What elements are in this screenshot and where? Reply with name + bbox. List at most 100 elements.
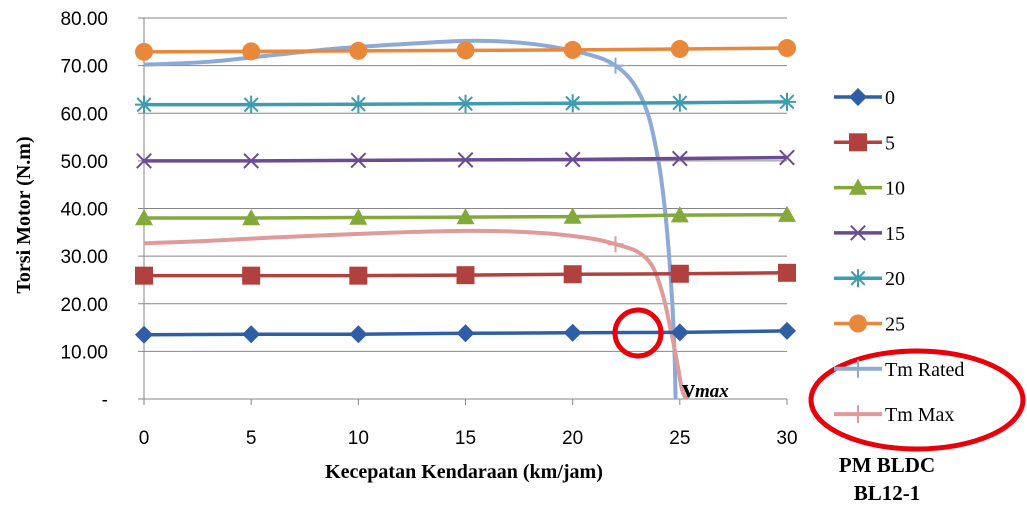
- data-point: [242, 95, 261, 114]
- legend-label: 0: [885, 87, 895, 109]
- x-tick-label: 10: [348, 428, 369, 449]
- data-point: [135, 95, 153, 114]
- highlight-circle: [612, 307, 664, 359]
- data-point: [778, 205, 796, 222]
- x-tick-label: 5: [246, 428, 257, 449]
- y-tick-label: 40.00: [60, 200, 108, 221]
- legend-label: 15: [885, 223, 905, 245]
- series-15: [136, 149, 795, 169]
- data-point: [456, 94, 475, 113]
- legend-label: Tm Max: [885, 404, 954, 426]
- data-point: [350, 152, 367, 169]
- data-point: [670, 93, 689, 112]
- data-point: [136, 152, 152, 169]
- caption-line-2: BL12-1: [854, 481, 921, 505]
- y-axis-title: Torsi Motor (N.m): [13, 136, 35, 293]
- vmax-sub: max: [695, 381, 729, 402]
- legend-label: Tm Rated: [885, 359, 964, 381]
- x-tick-labels: 0 5 10 15 20 25 30: [139, 428, 798, 449]
- data-point: [456, 266, 475, 285]
- legend-item-10: 10: [834, 178, 905, 200]
- data-point: [242, 266, 261, 285]
- data-point: [563, 40, 582, 59]
- legend-item-5: 5: [834, 132, 895, 154]
- data-point: [850, 224, 866, 241]
- data-point: [849, 405, 867, 424]
- legend-item-tm-rated: Tm Rated: [834, 359, 964, 381]
- y-tick-label: -: [102, 390, 108, 411]
- x-tick-label: 0: [139, 428, 150, 449]
- vmax-main: v: [682, 374, 695, 403]
- data-point: [242, 209, 261, 226]
- data-point: [849, 88, 867, 106]
- data-point: [670, 323, 689, 342]
- y-tick-labels: - 10.00 20.00 30.00 40.00 50.00 60.00 70.00 80.0…: [60, 9, 108, 411]
- data-point: [456, 41, 475, 60]
- data-point: [457, 152, 474, 168]
- curve-tm-max: [143, 228, 689, 400]
- y-tick-label: 50.00: [60, 152, 108, 173]
- legend-label: 5: [885, 132, 895, 154]
- data-point: [349, 95, 368, 114]
- data-point: [349, 208, 368, 225]
- y-tick-label: 60.00: [60, 104, 108, 125]
- data-point: [849, 314, 867, 333]
- data-point: [564, 151, 581, 168]
- data-point: [670, 39, 689, 58]
- data-point: [671, 150, 688, 167]
- data-series: [135, 39, 796, 344]
- legend-item-20: 20: [834, 268, 905, 290]
- data-point: [778, 263, 796, 282]
- data-point: [456, 208, 475, 225]
- data-point: [563, 94, 582, 113]
- data-point: [242, 42, 261, 61]
- series-10: [135, 205, 796, 226]
- x-tick-label: 20: [562, 428, 583, 449]
- data-point: [563, 323, 582, 342]
- data-point: [778, 321, 796, 340]
- y-tick-label: 20.00: [60, 295, 108, 316]
- data-point: [135, 266, 153, 285]
- curve-line: [143, 38, 678, 400]
- curve-line: [143, 228, 689, 400]
- vmax-label: vmax: [682, 374, 729, 403]
- legend-item-tm-max: Tm Max: [834, 404, 954, 426]
- x-tick-label: 15: [455, 428, 476, 449]
- series-0: [135, 321, 796, 344]
- data-point: [778, 39, 796, 58]
- data-point: [243, 152, 260, 169]
- legend-label: 20: [885, 268, 905, 290]
- series-25: [135, 39, 796, 61]
- y-tick-label: 30.00: [60, 247, 108, 268]
- data-point: [849, 269, 867, 288]
- data-point: [349, 266, 368, 285]
- data-point: [670, 264, 689, 283]
- data-point: [135, 325, 153, 344]
- y-tick-label: 70.00: [60, 57, 108, 78]
- curve-tm-rated: [143, 38, 678, 400]
- data-point: [242, 325, 261, 344]
- data-point: [563, 207, 582, 224]
- data-point: [779, 149, 795, 166]
- y-tick-label: 80.00: [60, 9, 108, 30]
- data-point: [849, 178, 867, 195]
- data-point: [563, 265, 582, 284]
- y-tick-label: 10.00: [60, 342, 108, 363]
- axes: [138, 17, 788, 405]
- data-point: [607, 57, 624, 74]
- legend-highlight-ellipse: [808, 348, 1026, 452]
- legend: 0 5 10 15 20 25 Tm Rated Tm Max: [834, 87, 964, 426]
- x-axis-title: Kecepatan Kendaraan (km/jam): [325, 461, 603, 483]
- motor-curves: [143, 38, 689, 400]
- legend-item-25: 25: [834, 314, 905, 336]
- legend-item-15: 15: [834, 223, 905, 245]
- data-point: [349, 325, 368, 344]
- data-point: [670, 206, 689, 223]
- data-point: [456, 324, 475, 343]
- data-point: [135, 209, 153, 226]
- data-point: [607, 236, 624, 253]
- series-20: [135, 92, 796, 114]
- data-point: [349, 41, 368, 60]
- series-5: [135, 263, 796, 285]
